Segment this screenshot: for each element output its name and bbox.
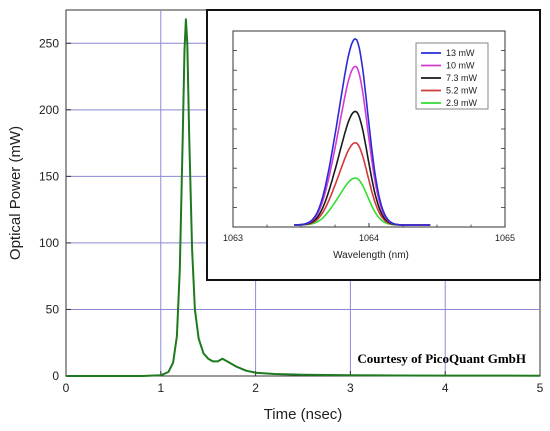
y-tick-label: 250: [39, 36, 59, 50]
y-tick-label: 200: [39, 103, 59, 117]
x-tick-label: 4: [442, 381, 449, 395]
y-tick-label: 50: [46, 302, 60, 316]
pulse-line: [66, 18, 541, 377]
x-tick-label: 0: [63, 381, 70, 395]
inset-x-tick-label: 1065: [495, 233, 515, 243]
inset-x-axis-title: Wavelength (nm): [333, 250, 409, 261]
legend-label: 13 mW: [446, 48, 475, 58]
y-axis-title: Optical Power (mW): [7, 126, 24, 260]
main-series: [66, 18, 541, 377]
inset-x-tick-label: 1064: [359, 233, 379, 243]
legend-label: 10 mW: [446, 61, 475, 71]
credit-annotation: Courtesy of PicoQuant GmbH: [357, 351, 526, 366]
inset-x-tick-label: 1063: [223, 233, 243, 243]
x-tick-label: 2: [252, 381, 259, 395]
inset-ticks: 1063 1064 1065: [223, 50, 515, 243]
x-tick-label: 5: [537, 381, 544, 395]
inset-legend-items: 13 mW 10 mW 7.3 mW 5.2 mW 2.9 mW: [421, 48, 478, 108]
spectrum-line: [294, 38, 431, 226]
x-tick-label: 1: [157, 381, 164, 395]
legend-label: 7.3 mW: [446, 73, 478, 83]
legend-label: 5.2 mW: [446, 86, 478, 96]
y-tick-label: 100: [39, 236, 59, 250]
inset-legend: [415, 42, 489, 110]
inset-series: [294, 38, 431, 226]
y-tick-label: 0: [52, 369, 59, 383]
legend-label: 2.9 mW: [446, 98, 478, 108]
y-tick-label: 150: [39, 169, 59, 183]
x-axis-title: Time (nsec): [264, 406, 343, 423]
x-tick-label: 3: [347, 381, 354, 395]
